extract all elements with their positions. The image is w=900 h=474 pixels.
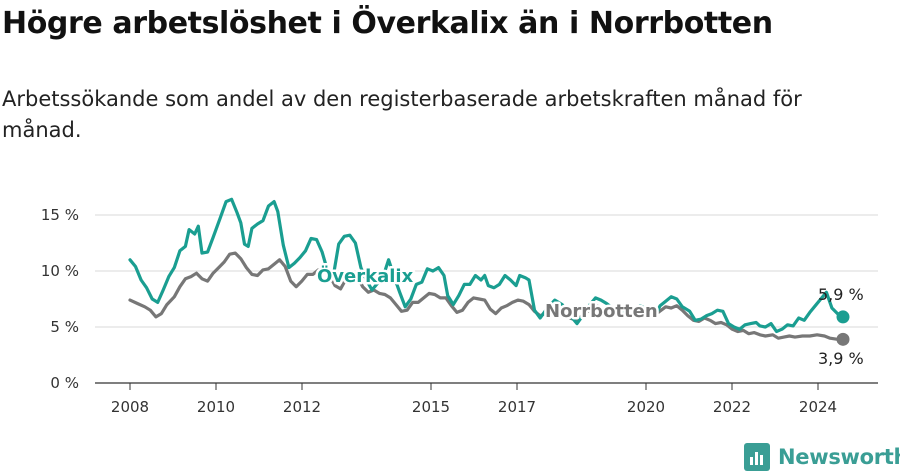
svg-text:Överkalix: Överkalix xyxy=(317,265,414,287)
x-tick-label: 2024 xyxy=(799,398,837,416)
end-value-label-norrbotten: 3,9 % xyxy=(818,349,864,368)
series-lines xyxy=(128,197,850,346)
chart-title: Högre arbetslöshet i Överkalix än i Norr… xyxy=(2,6,773,41)
svg-text:Överkalix: Överkalix xyxy=(317,265,414,287)
series-line-norrbotten xyxy=(128,251,845,341)
x-tick-label: 2010 xyxy=(197,398,235,416)
svg-text:Norrbotten: Norrbotten xyxy=(545,301,658,322)
x-axis-ticks: 2008 2010 2012 2015 2017 2020 2022 2024 xyxy=(111,383,837,416)
x-tick-label: 2022 xyxy=(713,398,751,416)
end-value-label-overkalix: 5,9 % xyxy=(818,285,864,304)
grid-lines xyxy=(95,214,878,384)
x-tick-label: 2015 xyxy=(412,398,450,416)
y-tick-label: 10 % xyxy=(41,262,79,280)
newsworthy-logo-icon xyxy=(744,443,770,471)
x-tick-label: 2017 xyxy=(498,398,536,416)
x-tick-label: 2008 xyxy=(111,398,149,416)
y-tick-label: 15 % xyxy=(41,206,79,224)
x-tick-label: 2012 xyxy=(283,398,321,416)
y-tick-label: 5 % xyxy=(50,318,79,336)
series-end-point xyxy=(836,310,850,324)
svg-text:Norrbotten: Norrbotten xyxy=(545,301,658,322)
y-tick-label: 0 % xyxy=(50,374,79,392)
line-chart: 0 %5 %10 %15 % 2008 2010 2012 2015 2017 2020 2… xyxy=(41,197,878,416)
brand-name: Newsworthy xyxy=(778,445,900,469)
series-line-överkalix xyxy=(128,197,845,334)
chart-subtitle: Arbetssökande som andel av den registerb… xyxy=(2,87,802,142)
y-axis-ticks: 0 % 5 % 10 % 15 % xyxy=(41,206,79,392)
series-end-point xyxy=(836,332,850,346)
newsworthy-logo: Newsworthy xyxy=(744,442,900,472)
x-tick-label: 2020 xyxy=(627,398,665,416)
